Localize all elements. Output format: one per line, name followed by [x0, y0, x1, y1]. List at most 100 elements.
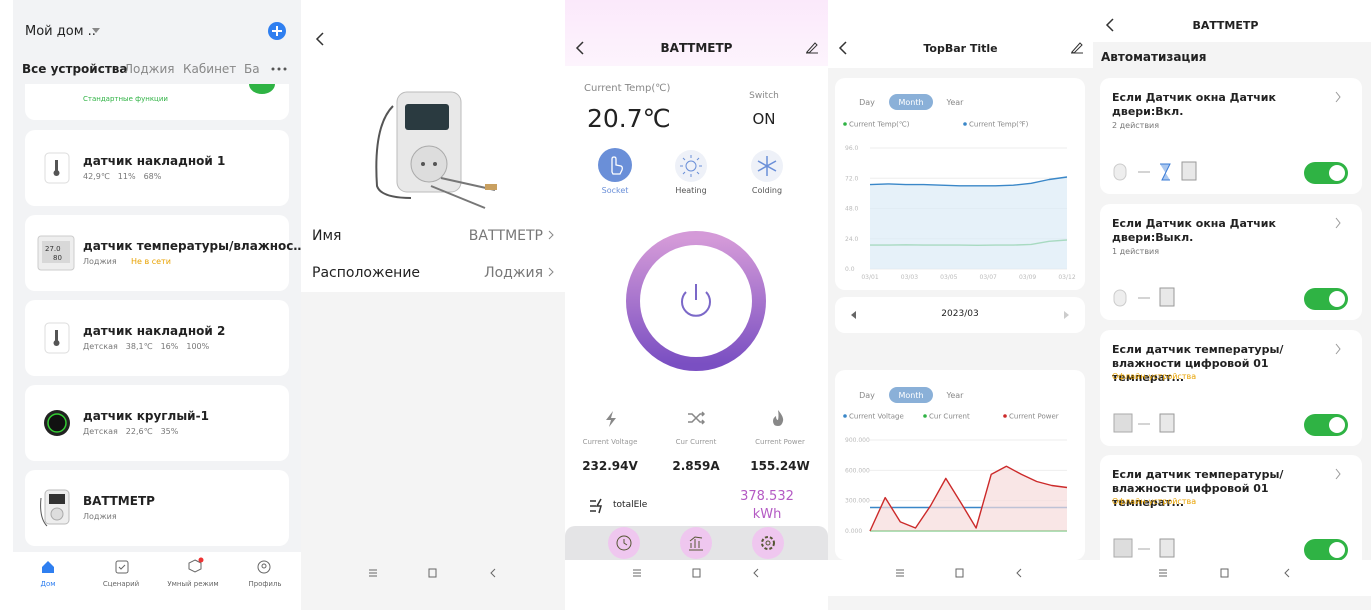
tab[interactable]: Month	[898, 98, 923, 107]
toggle[interactable]	[1304, 414, 1348, 436]
tab[interactable]: Лоджия	[124, 62, 175, 76]
back-button[interactable]	[315, 32, 325, 46]
mode-label[interactable]: Socket	[601, 186, 629, 195]
nav-icon[interactable]	[115, 560, 129, 574]
nav-icon[interactable]	[257, 560, 271, 574]
device-card[interactable]: датчик круглый-1 Детская 22,6℃ 35%	[25, 385, 289, 461]
back-button[interactable]	[1105, 18, 1115, 32]
home-name[interactable]: Мой дом ..	[25, 24, 96, 39]
tab[interactable]: Day	[859, 98, 875, 107]
switch-state[interactable]: ON	[752, 110, 776, 128]
legend-label: Current Temp(℉)	[969, 121, 1029, 129]
tab[interactable]: Month	[898, 391, 923, 400]
device-card[interactable]: датчик накладной 1 42,9℃ 11% 68%	[25, 130, 289, 206]
header	[565, 0, 828, 66]
reading: 42,9℃	[83, 172, 110, 181]
automation-screen: ВАТТМЕТР Автоматизация Если Датчик окна …	[1093, 0, 1371, 610]
toggle[interactable]	[1304, 539, 1348, 561]
status-icon	[249, 84, 275, 94]
legend-dot	[843, 122, 847, 126]
tab[interactable]: Day	[859, 391, 875, 400]
bottom-nav: Дом Сценарий Умный режим Профиль	[13, 552, 301, 610]
edit-button[interactable]	[1070, 40, 1084, 54]
row-value[interactable]: Лоджия	[484, 265, 543, 281]
nav-icon[interactable]	[186, 557, 204, 575]
rule-card[interactable]: Если Датчик окна Датчик двери:Выкл. 1 де…	[1100, 204, 1362, 320]
add-button[interactable]	[268, 22, 286, 40]
x-tick-label: 03/12	[1058, 274, 1075, 281]
tab[interactable]: Year	[946, 98, 965, 107]
chevron[interactable]	[1334, 468, 1342, 480]
chevrons	[548, 230, 554, 277]
tab-bar	[565, 526, 828, 560]
total-icon	[590, 498, 602, 514]
nav-label[interactable]: Умный режим	[167, 580, 219, 588]
system-nav	[301, 556, 565, 592]
home-screen: Мой дом .. Все устройства Лоджия Кабинет…	[13, 0, 301, 610]
area	[870, 466, 1067, 531]
x-tick-label: 03/05	[940, 274, 957, 281]
next-button[interactable]	[1063, 311, 1069, 319]
legend-label: Current Power	[1009, 413, 1059, 421]
reading: 11%	[117, 172, 136, 181]
metric-icon	[688, 411, 705, 425]
mode-label[interactable]: Colding	[751, 186, 783, 195]
chevron[interactable]	[1334, 217, 1342, 229]
device-card[interactable]: датчик накладной 2 Детская 38,1℃ 16% 100%	[25, 300, 289, 376]
tab[interactable]: Кабинет	[183, 62, 237, 76]
rule-icons	[1113, 538, 1175, 558]
rule-card[interactable]: Если датчик температуры/ влажности цифро…	[1100, 455, 1362, 575]
back-button[interactable]	[838, 41, 848, 55]
rule-title: Если датчик температуры/ влажности цифро…	[1112, 343, 1284, 384]
toggle[interactable]	[1304, 162, 1348, 184]
mode-icon[interactable]	[598, 148, 632, 182]
nav-label[interactable]: Дом	[40, 580, 56, 588]
rule-card[interactable]: Если Датчик окна Датчик двери:Вкл. 2 дей…	[1100, 78, 1362, 194]
svg-text:80: 80	[53, 254, 62, 262]
chevron[interactable]	[1334, 91, 1342, 103]
nav-icon[interactable]	[41, 560, 55, 574]
prev-button[interactable]	[851, 311, 857, 319]
nav-label[interactable]: Сценарий	[102, 580, 140, 588]
device-card[interactable]: 27.0 80 датчик температуры/влажнос… Лоджи…	[25, 215, 301, 291]
legend-dot	[1003, 414, 1007, 418]
device-card[interactable]: Стандартные функции	[25, 84, 289, 120]
series-line	[869, 176, 1068, 187]
rule-subtitle: Офлайн-устройства	[1112, 372, 1197, 381]
metric-value: 155.24W	[750, 459, 810, 473]
reading: 38,1℃	[125, 342, 153, 351]
tab[interactable]: Year	[946, 391, 965, 400]
mode-icon[interactable]	[751, 150, 783, 182]
y-tick-label: 600.000	[845, 467, 870, 474]
chart: Day Month Year Current Temp(℃) Current Temp(…	[843, 94, 1076, 281]
switch-label: Switch	[749, 91, 779, 101]
rule-subtitle: 2 действия	[1112, 121, 1160, 130]
device-card[interactable]: ВАТТМЕТР Лоджия	[25, 470, 289, 546]
tab[interactable]: Все устройства	[22, 62, 128, 76]
rule-title: Если Датчик окна Датчик двери:Выкл.	[1112, 217, 1276, 244]
more-icon[interactable]	[271, 66, 287, 72]
edit-button[interactable]	[805, 40, 819, 54]
series-line	[869, 465, 1068, 532]
nav-label[interactable]: Профиль	[248, 580, 282, 588]
metric-icon	[773, 410, 784, 426]
back-button[interactable]	[575, 41, 585, 55]
y-tick-label: 0.000	[845, 528, 862, 535]
rule-card[interactable]: Если датчик температуры/ влажности цифро…	[1100, 330, 1362, 446]
y-tick-label: 72.0	[845, 175, 859, 182]
mode-icon[interactable]	[675, 150, 707, 182]
system-nav-icons	[1159, 568, 1290, 578]
dropdown-icon[interactable]	[91, 27, 101, 35]
chevron[interactable]	[1334, 343, 1342, 355]
metric-label: Current Voltage	[582, 438, 638, 446]
power-button[interactable]	[623, 228, 769, 374]
reading: 22,6℃	[125, 427, 153, 436]
rule-icons	[1113, 161, 1197, 181]
tab[interactable]: Ба	[244, 62, 260, 76]
row-label: Имя	[312, 228, 342, 244]
device-status: Не в сети	[131, 257, 171, 266]
mode-label[interactable]: Heating	[675, 186, 707, 195]
row-value[interactable]: ВАТТМЕТР	[468, 228, 543, 244]
toggle[interactable]	[1304, 288, 1348, 310]
